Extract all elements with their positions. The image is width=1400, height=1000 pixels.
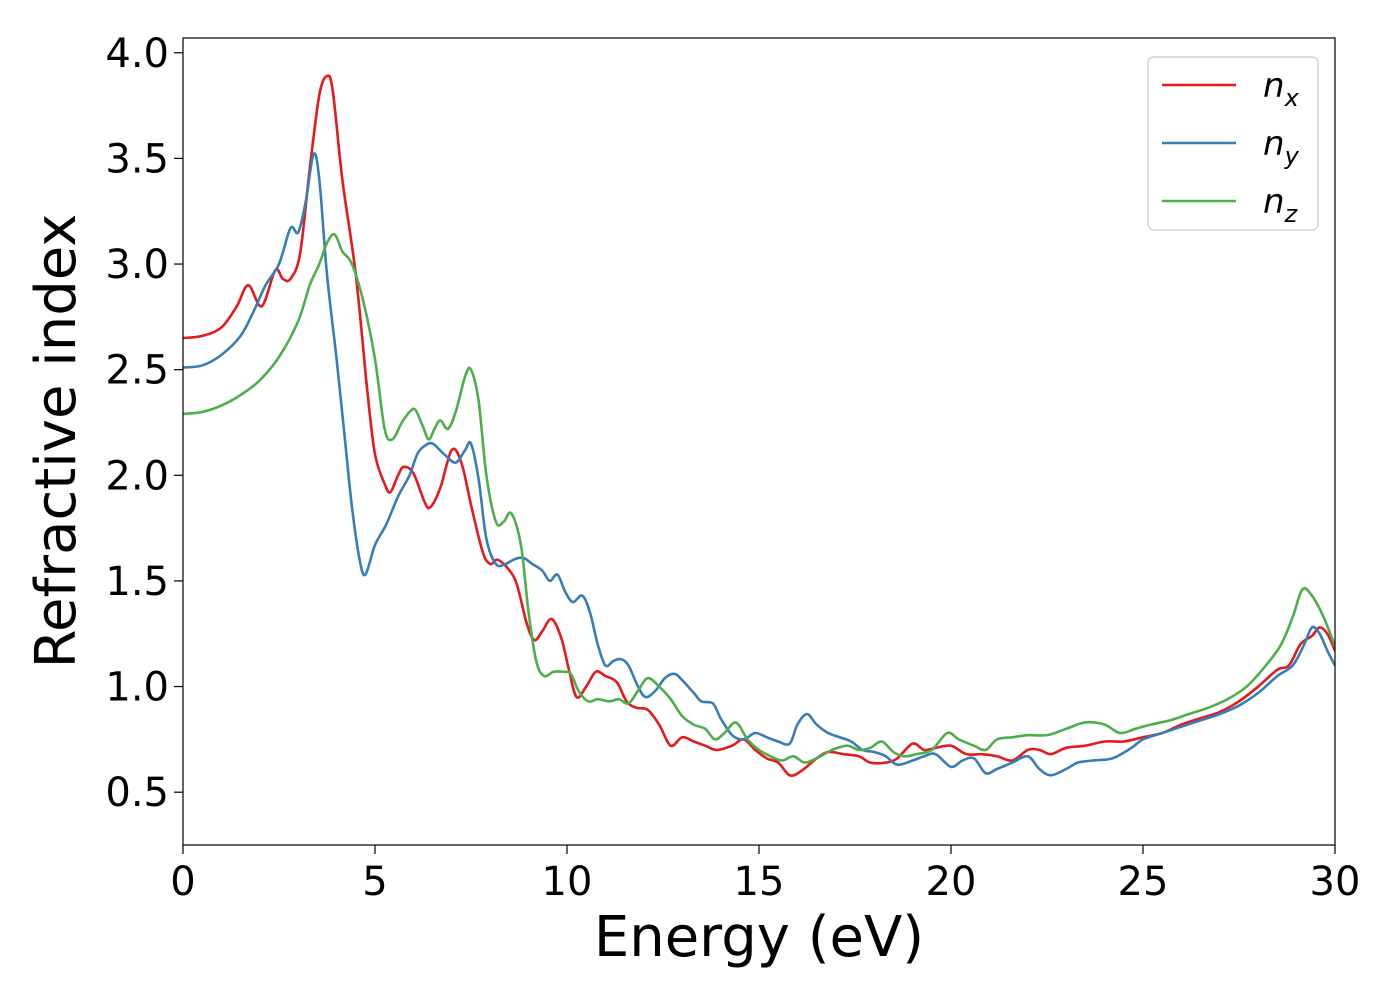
y-tick-label: 4.0: [105, 31, 169, 77]
y-tick-label: 2.0: [105, 453, 169, 499]
y-axis-label: Refractive index: [24, 214, 89, 669]
x-axis-label: Energy (eV): [594, 905, 924, 970]
x-tick-label: 30: [1310, 859, 1361, 905]
legend: nx ny nz: [1147, 56, 1319, 231]
x-tick-label: 15: [734, 859, 785, 905]
y-axis-ticks: 0.5 1.0 1.5 2.0 2.5 3.0 3.5 4.0: [105, 31, 183, 816]
y-tick-label: 2.5: [105, 348, 169, 394]
x-tick-label: 0: [170, 859, 195, 905]
y-tick-label: 1.5: [105, 559, 169, 605]
x-axis-ticks: 0 5 10 15 20 25 30: [170, 845, 1360, 905]
y-tick-label: 1.0: [105, 665, 169, 711]
x-tick-label: 25: [1118, 859, 1169, 905]
series-line-ny: [183, 152, 1335, 777]
y-tick-label: 0.5: [105, 770, 169, 816]
series-line-nz: [183, 232, 1335, 764]
series-line-nx: [183, 74, 1335, 777]
legend-label-nz: nz: [1263, 182, 1299, 228]
x-tick-label: 5: [362, 859, 387, 905]
x-tick-label: 20: [926, 859, 977, 905]
legend-label-nx: nx: [1263, 66, 1300, 112]
series-layer: [183, 74, 1335, 777]
plot-area: [183, 38, 1335, 845]
y-tick-label: 3.5: [105, 136, 169, 182]
y-tick-label: 3.0: [105, 242, 169, 288]
legend-label-ny: ny: [1263, 124, 1300, 170]
x-tick-label: 10: [542, 859, 593, 905]
